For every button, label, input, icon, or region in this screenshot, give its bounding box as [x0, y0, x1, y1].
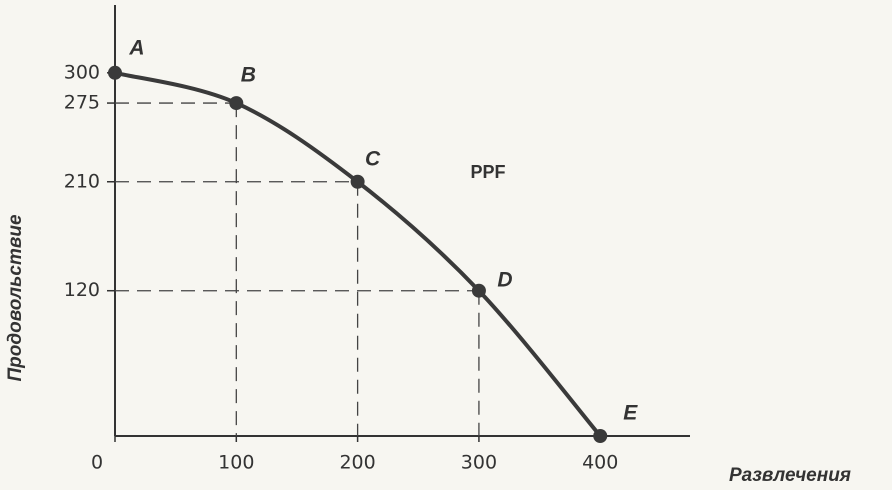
x-axis-title: Развлечения [729, 465, 851, 486]
point [229, 96, 244, 111]
point-label: B [241, 64, 256, 87]
point-label: E [623, 402, 638, 425]
point-label: D [497, 268, 512, 291]
y-axis-title: Продовольствие [5, 214, 26, 381]
x-tick-label: 300 [461, 452, 497, 474]
x-tick-label: 400 [582, 452, 618, 474]
point-label: C [365, 147, 381, 170]
annotation: PPF [470, 162, 505, 182]
x-tick-label: 200 [339, 452, 375, 474]
point [593, 429, 608, 443]
y-tick-label: 275 [64, 92, 100, 114]
x-tick-label: 0 [91, 452, 103, 474]
x-tick-label: 100 [218, 452, 254, 474]
point [471, 283, 486, 298]
point [350, 174, 365, 189]
y-tick-label: 120 [64, 279, 100, 301]
y-tick-label: 300 [64, 61, 100, 83]
y-tick-label: 210 [64, 170, 100, 192]
point-label: A [128, 36, 144, 59]
point [108, 65, 122, 80]
